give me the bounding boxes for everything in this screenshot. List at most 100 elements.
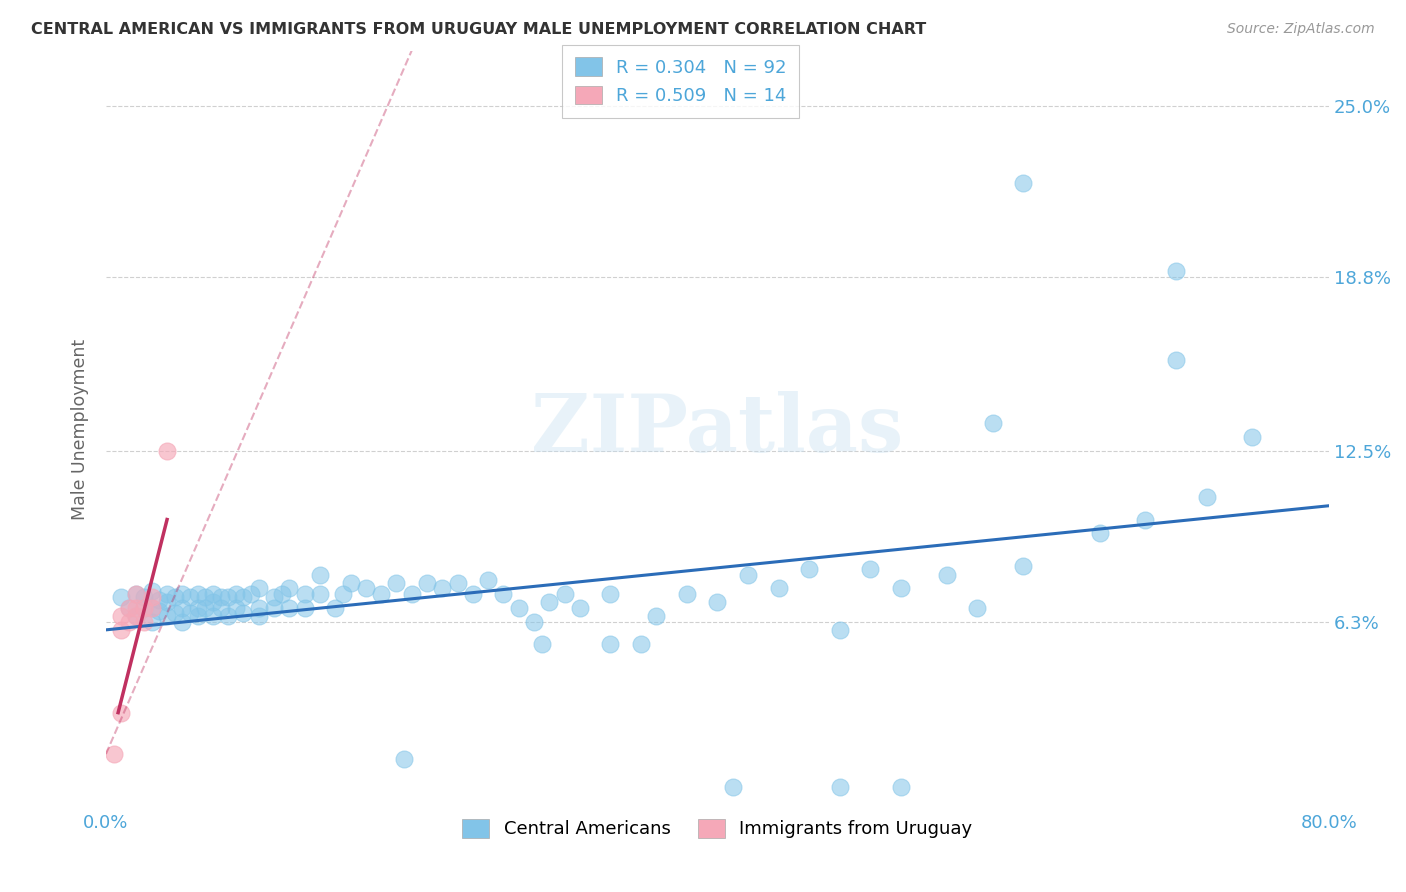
Point [890,780,912,794]
Point [278,582,301,596]
Point [263,600,285,615]
Point [125,600,148,615]
Point [721,780,744,794]
Point [217,609,239,624]
Point [125,609,148,624]
Point [966,600,988,615]
Point [530,637,553,651]
Point [134,600,156,615]
Point [110,609,132,624]
Point [859,562,882,576]
Point [461,587,484,601]
Point [554,587,576,601]
Point [309,587,332,601]
Point [1195,491,1218,505]
Point [118,600,141,615]
Point [225,587,247,601]
Point [768,582,790,596]
Point [148,592,170,607]
Point [110,706,132,720]
Y-axis label: Male Unemployment: Male Unemployment [72,339,89,520]
Point [797,562,820,576]
Point [568,600,591,615]
Point [432,582,454,596]
Point [828,780,851,794]
Point [354,582,377,596]
Point [187,587,209,601]
Point [599,637,621,651]
Point [323,600,346,615]
Point [332,587,354,601]
Point [401,587,423,601]
Point [148,603,170,617]
Point [446,576,468,591]
Point [187,600,209,615]
Point [118,615,141,629]
Point [270,587,292,601]
Point [630,637,652,651]
Point [141,615,163,629]
Point [416,576,439,591]
Point [209,590,232,604]
Point [141,584,163,599]
Point [172,600,194,615]
Point [163,607,186,621]
Point [508,600,530,615]
Point [194,590,217,604]
Point [1088,526,1111,541]
Point [737,567,759,582]
Point [263,590,285,604]
Point [247,600,270,615]
Point [118,600,141,615]
Point [1164,264,1187,278]
Point [156,595,179,609]
Point [385,576,408,591]
Point [294,587,316,601]
Point [523,615,546,629]
Point [1135,512,1157,526]
Point [201,587,224,601]
Point [247,582,270,596]
Point [110,623,132,637]
Point [201,595,224,609]
Text: Source: ZipAtlas.com: Source: ZipAtlas.com [1227,22,1375,37]
Point [125,609,148,624]
Point [217,590,239,604]
Legend: Central Americans, Immigrants from Uruguay: Central Americans, Immigrants from Urugu… [456,812,980,846]
Text: ZIPatlas: ZIPatlas [531,391,904,469]
Point [1164,352,1187,367]
Point [187,609,209,624]
Point [110,590,132,604]
Point [225,600,247,615]
Point [156,443,179,458]
Point [134,615,156,629]
Point [125,587,148,601]
Point [179,607,201,621]
Point [163,590,186,604]
Point [194,600,217,615]
Point [1012,559,1035,574]
Point [141,600,163,615]
Point [172,587,194,601]
Point [370,587,392,601]
Point [890,582,912,596]
Point [675,587,697,601]
Point [232,607,254,621]
Point [339,576,361,591]
Point [278,600,301,615]
Point [172,615,194,629]
Point [125,587,148,601]
Point [538,595,561,609]
Text: CENTRAL AMERICAN VS IMMIGRANTS FROM URUGUAY MALE UNEMPLOYMENT CORRELATION CHART: CENTRAL AMERICAN VS IMMIGRANTS FROM URUG… [31,22,927,37]
Point [134,600,156,615]
Point [599,587,621,601]
Point [156,587,179,601]
Point [1241,430,1264,444]
Point [706,595,728,609]
Point [645,609,668,624]
Point [247,609,270,624]
Point [492,587,515,601]
Point [232,590,254,604]
Point [134,590,156,604]
Point [392,752,415,766]
